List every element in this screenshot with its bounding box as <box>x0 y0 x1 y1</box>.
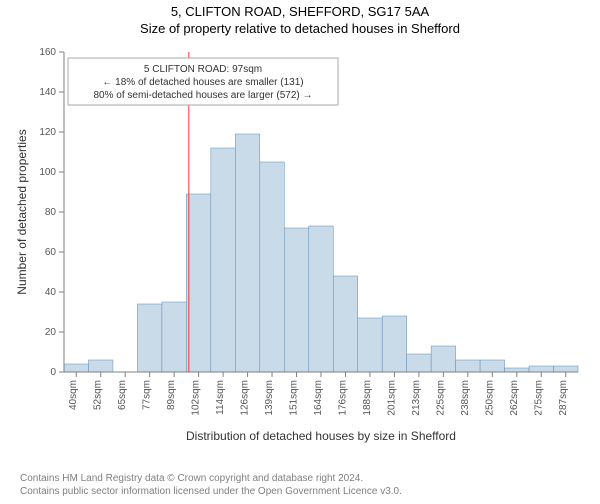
x-axis-label: Distribution of detached houses by size … <box>186 429 456 443</box>
histogram-bar <box>529 366 553 372</box>
histogram-bar <box>162 302 186 372</box>
svg-text:80: 80 <box>45 207 57 218</box>
histogram-bar <box>407 354 431 372</box>
x-tick-label: 262sqm <box>509 380 520 416</box>
x-tick-label: 77sqm <box>142 380 153 410</box>
histogram-bar <box>64 364 88 372</box>
x-tick-label: 275sqm <box>533 380 544 416</box>
x-tick-label: 89sqm <box>166 380 177 410</box>
x-tick-label: 188sqm <box>362 380 373 416</box>
x-tick-label: 102sqm <box>191 380 202 416</box>
x-tick-label: 238sqm <box>460 380 471 416</box>
annotation-line-3: 80% of semi-detached houses are larger (… <box>93 90 312 101</box>
page-title: 5, CLIFTON ROAD, SHEFFORD, SG17 5AA <box>0 4 600 19</box>
annotation-line-2: ← 18% of detached houses are smaller (13… <box>102 77 303 88</box>
x-tick-label: 201sqm <box>386 380 397 416</box>
histogram-bar <box>235 134 259 372</box>
histogram-chart: 0 20 40 60 80 100 120 140 160 40sqm 52sqm 65sqm 77sq… <box>12 46 588 446</box>
footer-line-1: Contains HM Land Registry data © Crown c… <box>20 472 402 485</box>
svg-text:60: 60 <box>45 247 57 258</box>
x-tick-label: 139sqm <box>264 380 275 416</box>
x-tick-label: 52sqm <box>93 380 104 410</box>
svg-text:20: 20 <box>45 327 57 338</box>
x-tick-label: 40sqm <box>68 380 79 410</box>
x-tick-label: 164sqm <box>313 380 324 416</box>
histogram-bar <box>309 226 333 372</box>
histogram-bar <box>382 316 406 372</box>
x-tick-label: 287sqm <box>558 380 569 416</box>
svg-text:120: 120 <box>39 127 56 138</box>
page-subtitle: Size of property relative to detached ho… <box>0 21 600 36</box>
x-tick-label: 114sqm <box>215 380 226 415</box>
x-tick-label: 213sqm <box>411 380 422 416</box>
svg-text:100: 100 <box>39 167 56 178</box>
histogram-bar <box>137 304 161 372</box>
histogram-bar <box>260 162 284 372</box>
x-tick-label: 176sqm <box>337 380 348 416</box>
histogram-bar <box>431 346 455 372</box>
histogram-bar <box>186 194 210 372</box>
y-axis-label: Number of detached properties <box>15 129 29 294</box>
histogram-bar <box>211 148 235 372</box>
footer-line-2: Contains public sector information licen… <box>20 485 402 498</box>
histogram-bar <box>554 366 578 372</box>
footer-attribution: Contains HM Land Registry data © Crown c… <box>20 472 402 498</box>
histogram-bar <box>456 360 480 372</box>
histogram-bar <box>358 318 382 372</box>
histogram-bar <box>333 276 357 372</box>
svg-text:0: 0 <box>50 367 56 378</box>
x-tick-label: 65sqm <box>117 380 128 410</box>
x-tick-label: 126sqm <box>240 380 251 416</box>
histogram-bar <box>505 368 529 372</box>
svg-text:160: 160 <box>39 47 56 58</box>
x-tick-label: 151sqm <box>289 380 300 416</box>
x-tick-label: 250sqm <box>484 380 495 416</box>
histogram-bar <box>284 228 308 372</box>
svg-text:140: 140 <box>39 87 56 98</box>
svg-text:40: 40 <box>45 287 57 298</box>
annotation-line-1: 5 CLIFTON ROAD: 97sqm <box>144 64 262 75</box>
histogram-bar <box>480 360 504 372</box>
x-tick-label: 225sqm <box>435 380 446 416</box>
histogram-bar <box>88 360 112 372</box>
